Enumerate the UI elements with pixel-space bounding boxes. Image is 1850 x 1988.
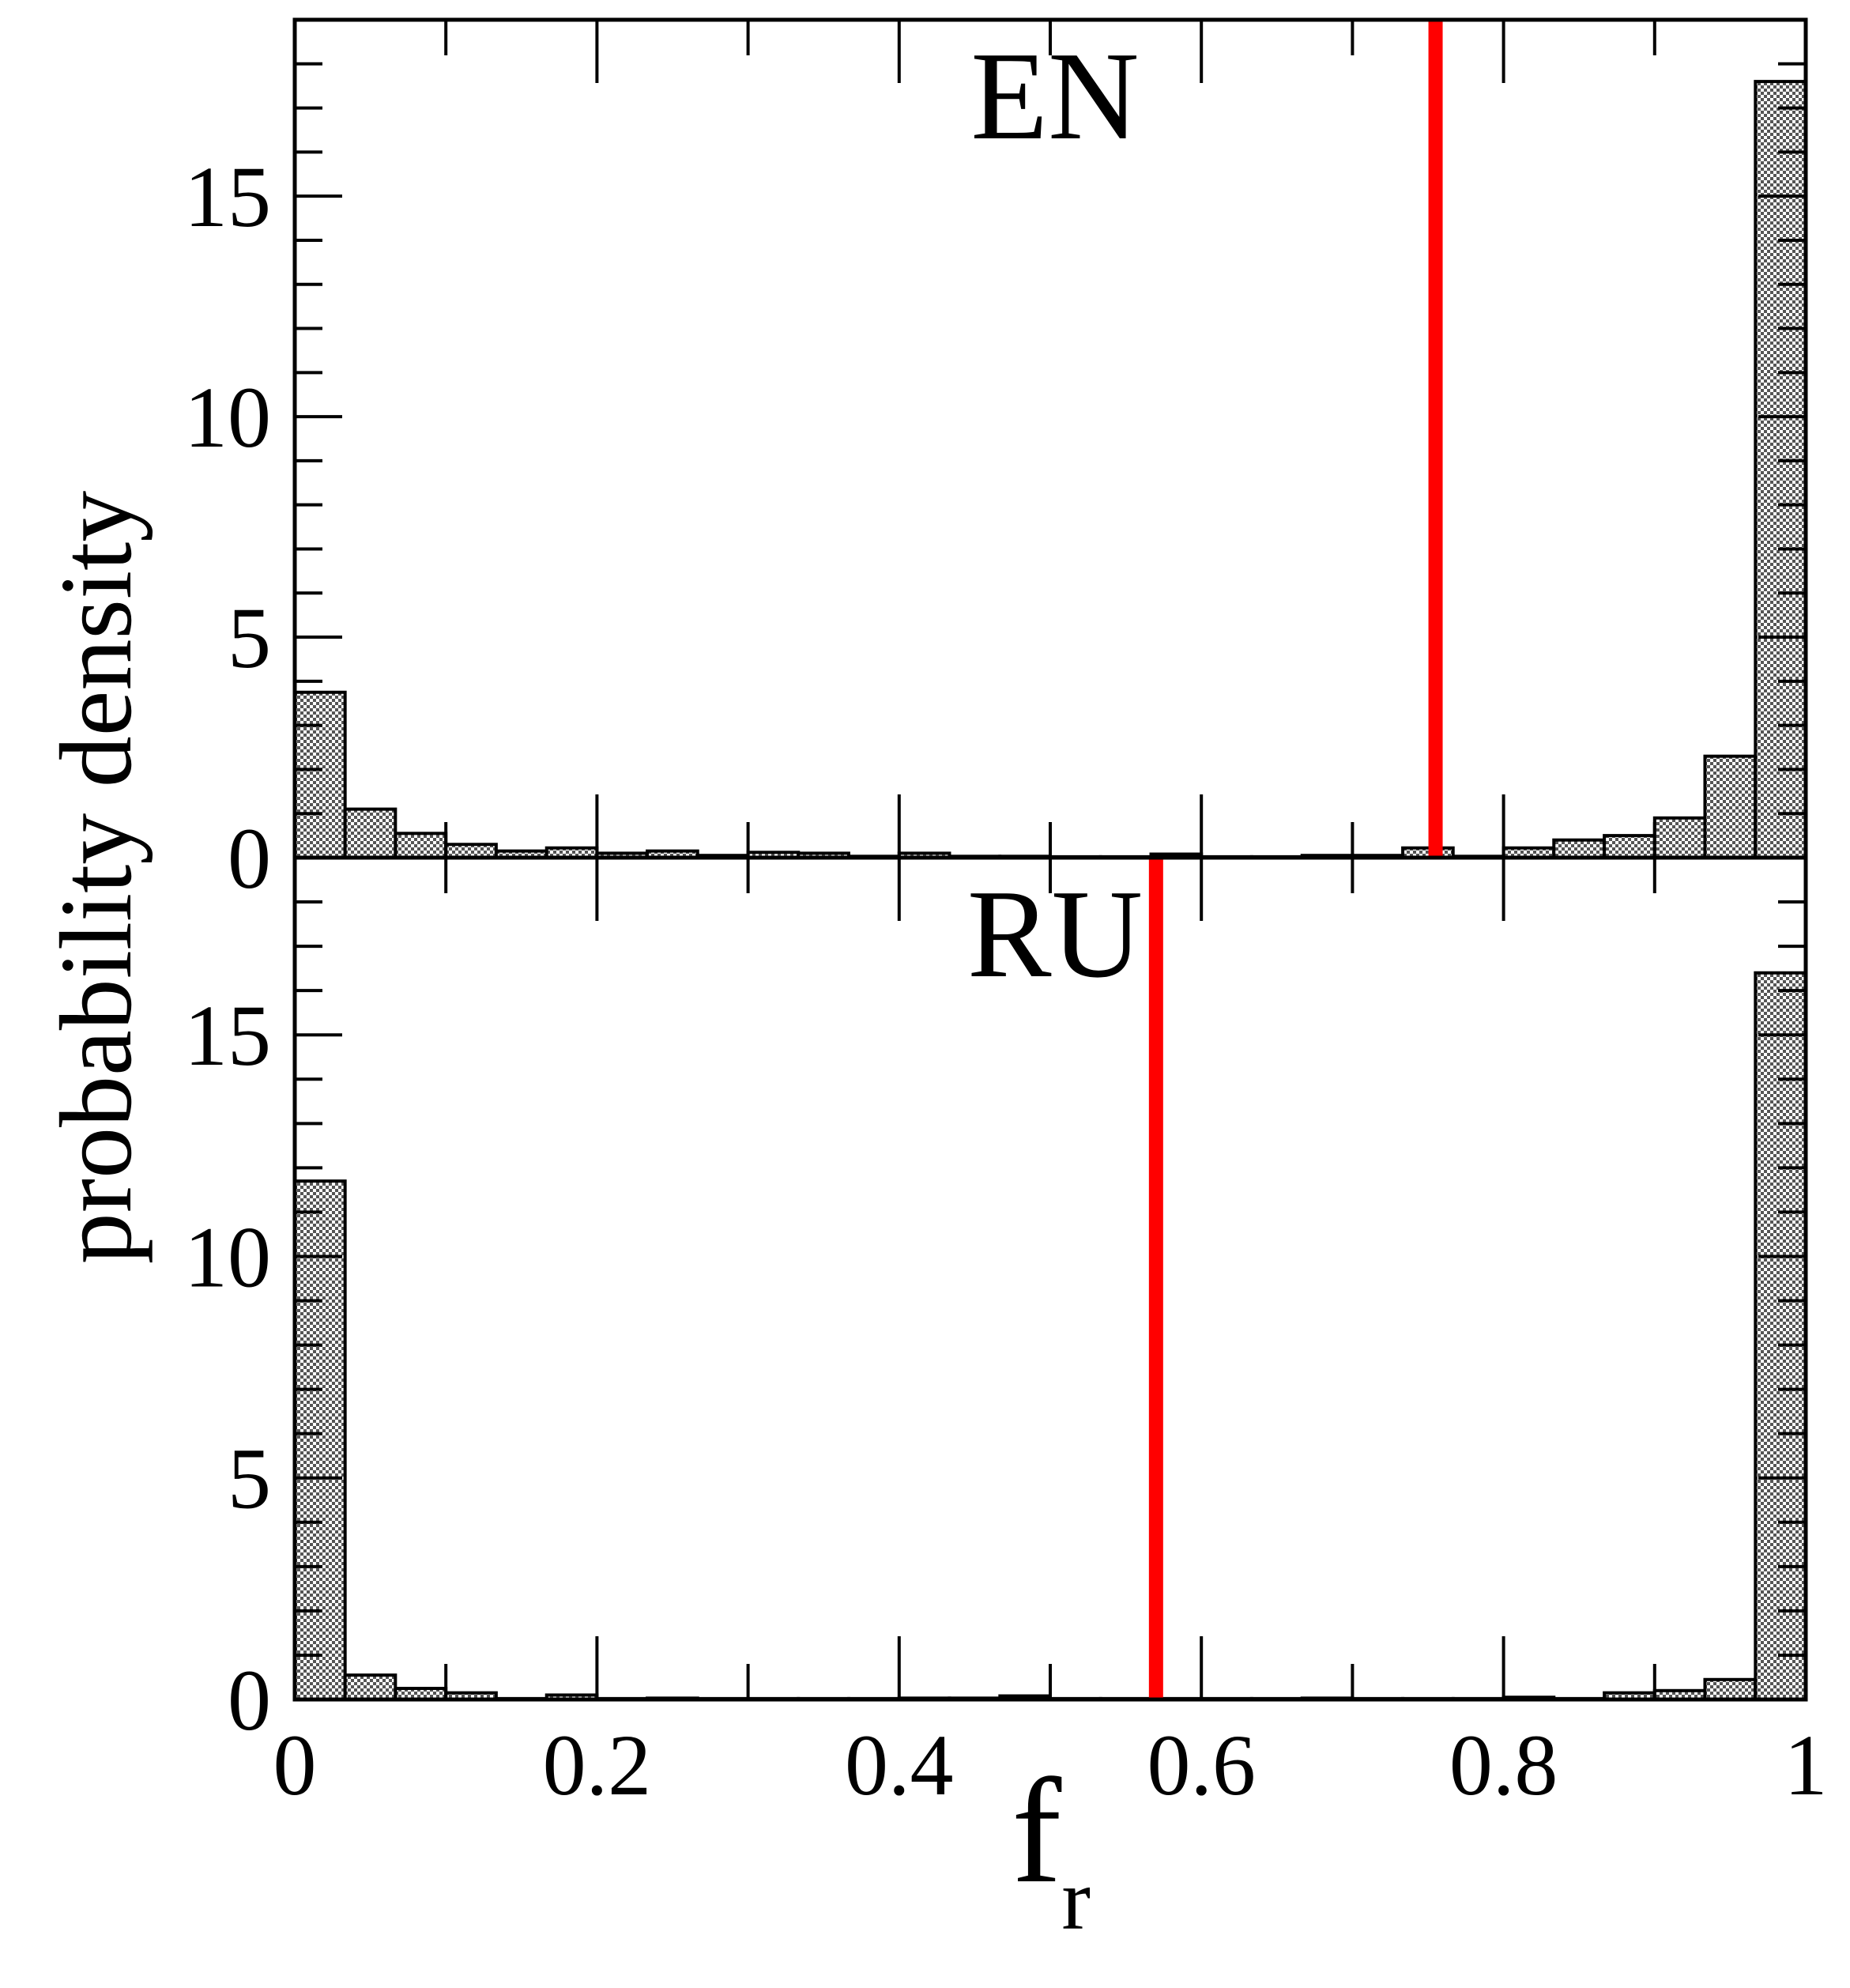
en-panel-label: EN [970,25,1139,166]
en-histogram-bar [444,843,498,860]
ru-panel-label: RU [967,863,1143,1004]
en-histogram-bar [343,807,398,860]
en-histogram-bar [293,690,347,860]
ru-y-tick-label: 10 [184,1209,271,1305]
en-y-tick-label: 15 [184,149,271,245]
ru-y-tick-label: 15 [184,987,271,1084]
ru-histogram-bar [1703,1677,1758,1702]
en-panel: 0 5 10 15 EN [184,17,1808,907]
en-y-tick-label: 10 [184,369,271,466]
ru-histogram-bar [293,1179,347,1701]
ru-y-tick-label: 0 [228,1652,271,1748]
en-histogram-bar [1703,754,1758,859]
ru-x-tick-label: 1 [1784,1717,1828,1813]
ru-y-tick-label: 5 [228,1431,271,1527]
y-axis-label: probability density [40,491,153,1265]
ru-x-tick-label: 0 [273,1717,317,1813]
en-y-tick-label: 5 [228,590,271,686]
x-axis-label: fr [1012,1748,1091,1948]
ru-panel: 0 5 10 15 0 0.2 0.4 0.6 0.8 1 RU [184,855,1828,1813]
en-y-tick-label: 0 [228,810,271,907]
x-axis-label-main: f [1012,1748,1062,1914]
en-histogram-bar [1754,80,1807,859]
en-histogram-bar [394,832,448,860]
ru-x-tick-label: 0.8 [1449,1717,1558,1813]
en-histogram-bar [1603,834,1656,859]
en-histogram-bar [1652,816,1707,859]
ru-x-tick-label: 0.4 [845,1717,954,1813]
ru-histogram-bar [1754,971,1807,1701]
ru-x-tick-label: 0.6 [1147,1717,1256,1813]
ru-histogram-bar [343,1673,398,1702]
x-axis-label-subscript: r [1061,1851,1091,1948]
en-histogram-bar [1552,838,1606,859]
ru-x-tick-label: 0.2 [543,1717,652,1813]
